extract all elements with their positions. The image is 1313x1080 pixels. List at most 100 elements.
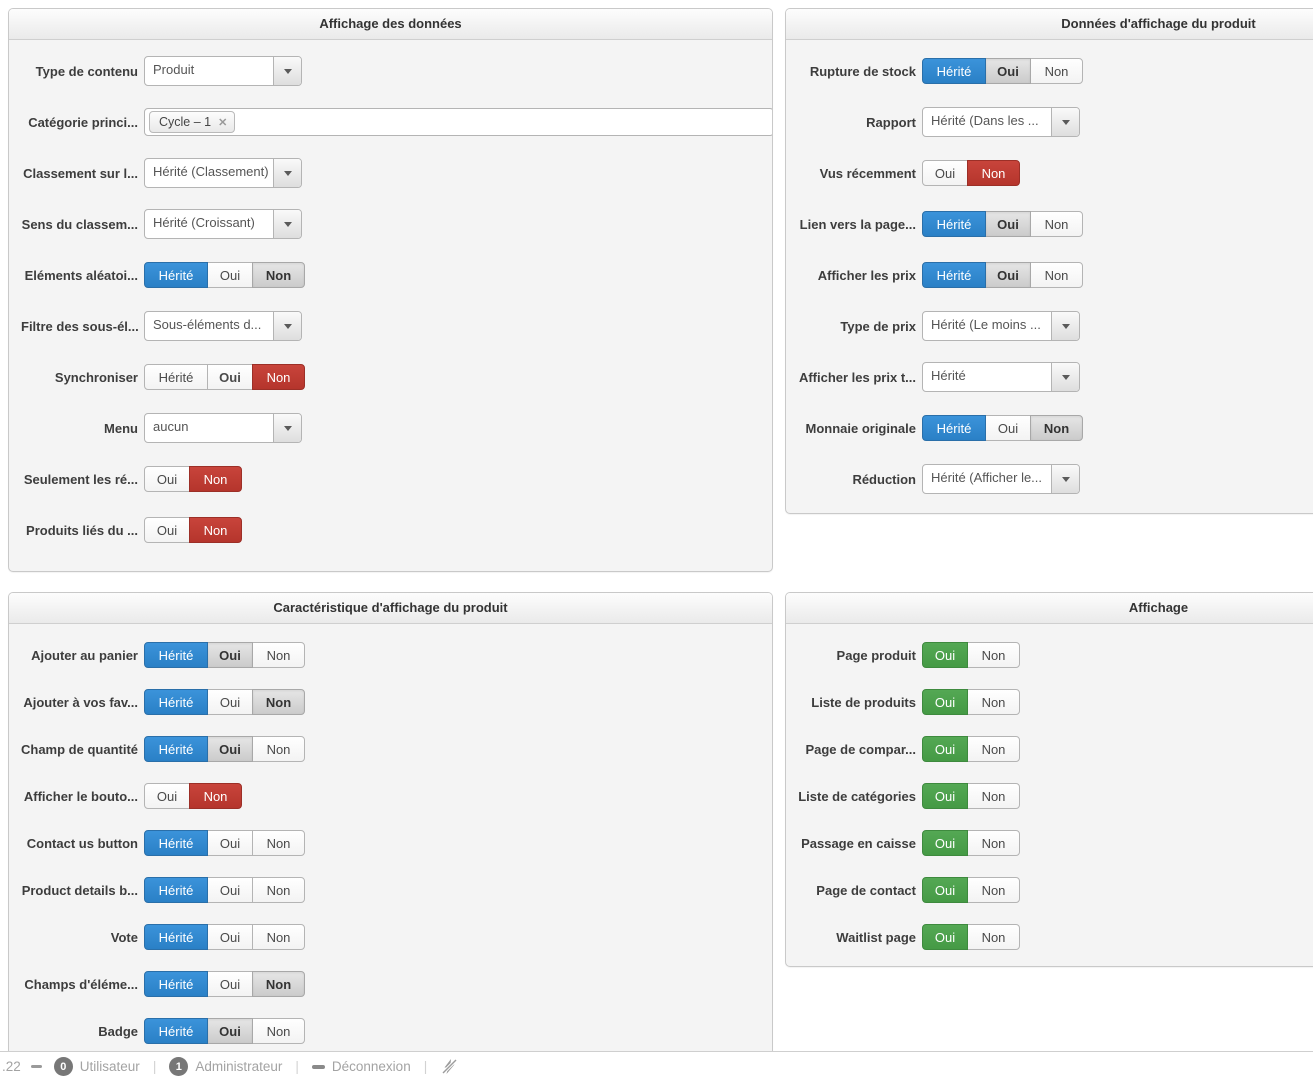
toggle-option-oui[interactable]: Oui	[207, 877, 253, 903]
dropdown-arrow-button[interactable]	[273, 57, 301, 85]
toggle-option-non[interactable]: Non	[252, 262, 305, 288]
toggle-option-non[interactable]: Non	[967, 642, 1020, 668]
toggle-option-herite[interactable]: Hérité	[144, 830, 208, 856]
dropdown-arrow-button[interactable]	[1051, 363, 1079, 391]
toggle-option-oui[interactable]: Oui	[207, 924, 253, 950]
remove-tag-icon[interactable]: ✕	[218, 116, 228, 129]
dropdown-field[interactable]: Hérité (Afficher le...	[922, 464, 1080, 494]
dropdown-field[interactable]: Hérité (Le moins ...	[922, 311, 1080, 341]
toggle-option-oui[interactable]: Oui	[144, 466, 190, 492]
toggle-option-non[interactable]: Non	[252, 736, 305, 762]
dropdown-value: Hérité (Dans les ...	[931, 113, 1039, 128]
toggle-option-oui[interactable]: Oui	[922, 642, 968, 668]
toggle-group: Hérité Oui Non	[922, 262, 1083, 288]
toggle-option-oui[interactable]: Oui	[207, 642, 253, 668]
toggle-option-non[interactable]: Non	[1030, 58, 1083, 84]
toggle-option-non[interactable]: Non	[967, 877, 1020, 903]
toggle-option-non[interactable]: Non	[252, 1018, 305, 1044]
toggle-option-oui[interactable]: Oui	[207, 689, 253, 715]
toggle-option-oui[interactable]: Oui	[922, 783, 968, 809]
toggle-group: Oui Non	[922, 642, 1020, 668]
toggle-option-herite[interactable]: Hérité	[144, 924, 208, 950]
toggle-option-herite[interactable]: Hérité	[144, 736, 208, 762]
toggle-option-oui[interactable]: Oui	[922, 736, 968, 762]
dropdown-arrow-button[interactable]	[273, 159, 301, 187]
toggle-option-non[interactable]: Non	[967, 830, 1020, 856]
toggle-option-non[interactable]: Non	[252, 971, 305, 997]
dropdown-field[interactable]: Hérité (Croissant)	[144, 209, 302, 239]
dropdown-field[interactable]: Produit	[144, 56, 302, 86]
no-flash-icon[interactable]	[441, 1058, 458, 1075]
toggle-option-oui[interactable]: Oui	[207, 1018, 253, 1044]
toggle-option-oui[interactable]: Oui	[207, 262, 253, 288]
toggle-option-non[interactable]: Non	[252, 924, 305, 950]
form-row: Catégorie princi... Cycle – 1 ✕	[21, 108, 772, 136]
tag-input-field[interactable]: Cycle – 1 ✕	[144, 108, 772, 136]
toggle-option-oui[interactable]: Oui	[985, 415, 1031, 441]
dropdown-arrow-button[interactable]	[1051, 312, 1079, 340]
toggle-option-herite[interactable]: Hérité	[922, 262, 986, 288]
toggle-option-oui[interactable]: Oui	[144, 783, 190, 809]
form-row: Classement sur l... Hérité (Classement)	[21, 158, 772, 188]
field-label: Réduction	[852, 471, 916, 487]
toggle-option-non[interactable]: Non	[967, 783, 1020, 809]
toggle-option-oui[interactable]: Oui	[144, 517, 190, 543]
toggle-option-oui[interactable]: Oui	[207, 830, 253, 856]
toggle-option-oui[interactable]: Oui	[922, 830, 968, 856]
dropdown-arrow-button[interactable]	[1051, 465, 1079, 493]
toggle-option-oui[interactable]: Oui	[922, 877, 968, 903]
toggle-option-non[interactable]: Non	[1030, 211, 1083, 237]
dropdown-field[interactable]: Hérité (Dans les ...	[922, 107, 1080, 137]
toggle-option-herite[interactable]: Hérité	[144, 971, 208, 997]
form-row: Passage en caisse Oui Non	[798, 829, 1313, 857]
form-row: Rapport Hérité (Dans les ...	[798, 107, 1313, 137]
toggle-option-oui[interactable]: Oui	[985, 262, 1031, 288]
toggle-option-herite[interactable]: Hérité	[144, 262, 208, 288]
toggle-option-oui[interactable]: Oui	[922, 924, 968, 950]
toggle-option-non[interactable]: Non	[1030, 262, 1083, 288]
dropdown-field[interactable]: aucun	[144, 413, 302, 443]
dropdown-arrow-button[interactable]	[273, 414, 301, 442]
toggle-option-oui[interactable]: Oui	[207, 364, 253, 390]
dropdown-field[interactable]: Hérité	[922, 362, 1080, 392]
form-row: Liste de produits Oui Non	[798, 688, 1313, 716]
dropdown-arrow-button[interactable]	[273, 210, 301, 238]
toggle-group: Hérité Oui Non	[144, 736, 305, 762]
toggle-option-non[interactable]: Non	[189, 517, 242, 543]
toggle-option-non[interactable]: Non	[967, 736, 1020, 762]
toggle-option-herite[interactable]: Hérité	[922, 58, 986, 84]
toggle-option-herite[interactable]: Hérité	[144, 642, 208, 668]
toggle-option-non[interactable]: Non	[252, 877, 305, 903]
toggle-option-herite[interactable]: Hérité	[144, 689, 208, 715]
toggle-option-oui[interactable]: Oui	[985, 211, 1031, 237]
toggle-option-non[interactable]: Non	[189, 466, 242, 492]
dropdown-arrow-button[interactable]	[273, 312, 301, 340]
toggle-option-non[interactable]: Non	[967, 924, 1020, 950]
form-row: Type de prix Hérité (Le moins ...	[798, 311, 1313, 341]
dropdown-field[interactable]: Hérité (Classement)	[144, 158, 302, 188]
toggle-option-herite[interactable]: Hérité	[922, 415, 986, 441]
toggle-option-oui[interactable]: Oui	[922, 689, 968, 715]
toggle-option-non[interactable]: Non	[189, 783, 242, 809]
toggle-option-non[interactable]: Non	[967, 160, 1020, 186]
logout-link[interactable]: Déconnexion	[311, 1059, 411, 1074]
tag-label: Cycle – 1	[159, 115, 212, 129]
toggle-option-non[interactable]: Non	[1030, 415, 1083, 441]
toggle-option-herite[interactable]: Hérité	[922, 211, 986, 237]
user-count-badge: 0	[53, 1057, 73, 1076]
toggle-option-non[interactable]: Non	[252, 642, 305, 668]
toggle-option-non[interactable]: Non	[252, 364, 305, 390]
toggle-option-non[interactable]: Non	[967, 689, 1020, 715]
toggle-option-herite[interactable]: Hérité	[144, 877, 208, 903]
toggle-option-oui[interactable]: Oui	[922, 160, 968, 186]
toggle-option-oui[interactable]: Oui	[985, 58, 1031, 84]
chevron-down-icon	[283, 170, 292, 176]
toggle-option-oui[interactable]: Oui	[207, 736, 253, 762]
toggle-option-oui[interactable]: Oui	[207, 971, 253, 997]
toggle-option-herite[interactable]: Hérité	[144, 364, 208, 390]
toggle-option-non[interactable]: Non	[252, 830, 305, 856]
toggle-option-non[interactable]: Non	[252, 689, 305, 715]
toggle-option-herite[interactable]: Hérité	[144, 1018, 208, 1044]
dropdown-field[interactable]: Sous-éléments d...	[144, 311, 302, 341]
dropdown-arrow-button[interactable]	[1051, 108, 1079, 136]
